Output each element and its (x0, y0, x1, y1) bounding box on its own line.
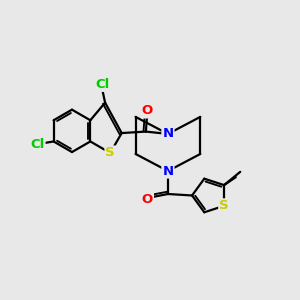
Text: N: N (162, 164, 173, 178)
Text: Cl: Cl (95, 78, 109, 91)
Text: O: O (142, 194, 153, 206)
Text: Cl: Cl (30, 138, 44, 151)
Text: S: S (105, 146, 115, 159)
Text: N: N (162, 128, 173, 140)
Text: O: O (142, 104, 153, 118)
Text: S: S (219, 200, 229, 212)
